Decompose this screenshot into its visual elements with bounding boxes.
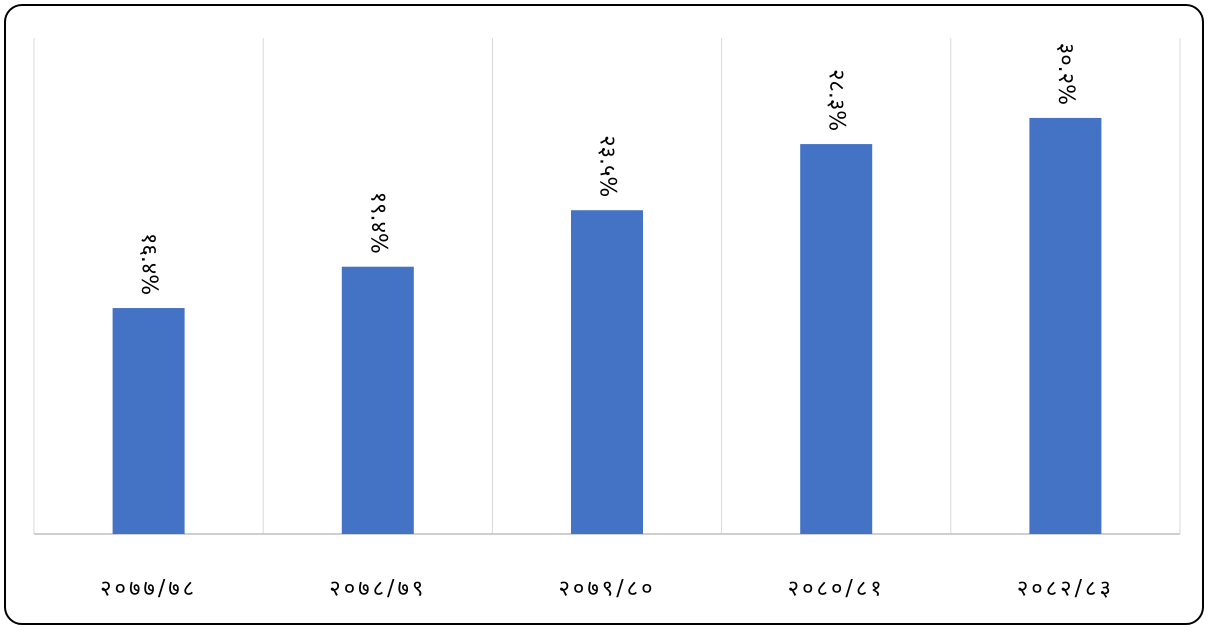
bar-4: [800, 144, 873, 535]
bar-5: [1029, 117, 1102, 535]
x-tick-label-4: २०८०/८१: [788, 577, 885, 602]
x-tick-label-2: २०७८/७९: [329, 577, 426, 602]
bar-2: [341, 266, 414, 534]
bar-1: [112, 308, 185, 534]
x-tick-label-1: २०७७/७८: [100, 577, 197, 602]
x-tick-label-3: २०७९/८०: [558, 577, 655, 602]
x-tick-label-5: २०८२/८३: [1017, 577, 1114, 602]
data-label-4: २८.३%: [824, 69, 849, 131]
bars: [112, 117, 1102, 535]
data-label-5: ३०.२%: [1053, 43, 1078, 105]
data-labels: १६.४% १९.४% २३.५% २८.३% ३०.२%: [136, 43, 1078, 295]
bar-3: [571, 210, 643, 534]
data-label-1: १६.४%: [136, 233, 161, 295]
x-axis-tick-labels: २०७७/७८ २०७८/७९ २०७९/८० २०८०/८१ २०८२/८३: [100, 577, 1114, 602]
data-label-2: १९.४%: [365, 192, 390, 254]
data-label-3: २३.५%: [595, 135, 620, 197]
